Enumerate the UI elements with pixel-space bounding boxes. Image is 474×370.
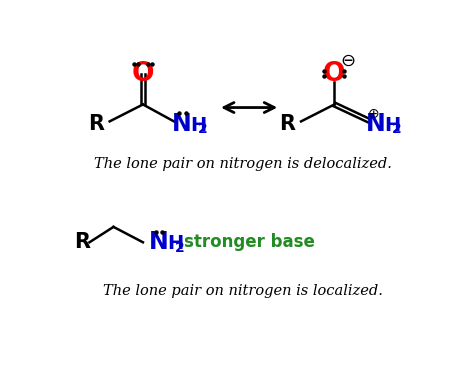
Text: R: R [279, 114, 295, 134]
Text: ⊖: ⊖ [341, 51, 356, 70]
Text: H: H [167, 234, 183, 253]
Text: The lone pair on nitrogen is delocalized.: The lone pair on nitrogen is delocalized… [94, 157, 392, 171]
Text: stronger base: stronger base [184, 233, 315, 251]
Text: 2: 2 [175, 240, 184, 255]
Text: H: H [190, 116, 207, 135]
Text: N: N [365, 112, 385, 136]
Text: 2: 2 [392, 122, 401, 136]
Text: The lone pair on nitrogen is localized.: The lone pair on nitrogen is localized. [103, 284, 383, 298]
Text: N: N [148, 230, 168, 254]
Text: N: N [172, 112, 191, 136]
Text: R: R [74, 232, 91, 252]
Text: O: O [132, 61, 154, 87]
Text: H: H [384, 116, 400, 135]
Text: O: O [323, 61, 346, 87]
Text: 2: 2 [198, 122, 208, 136]
Text: ⊕: ⊕ [367, 107, 379, 121]
Text: R: R [88, 114, 104, 134]
